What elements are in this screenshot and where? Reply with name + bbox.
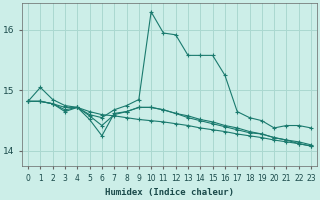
X-axis label: Humidex (Indice chaleur): Humidex (Indice chaleur)	[105, 188, 234, 197]
